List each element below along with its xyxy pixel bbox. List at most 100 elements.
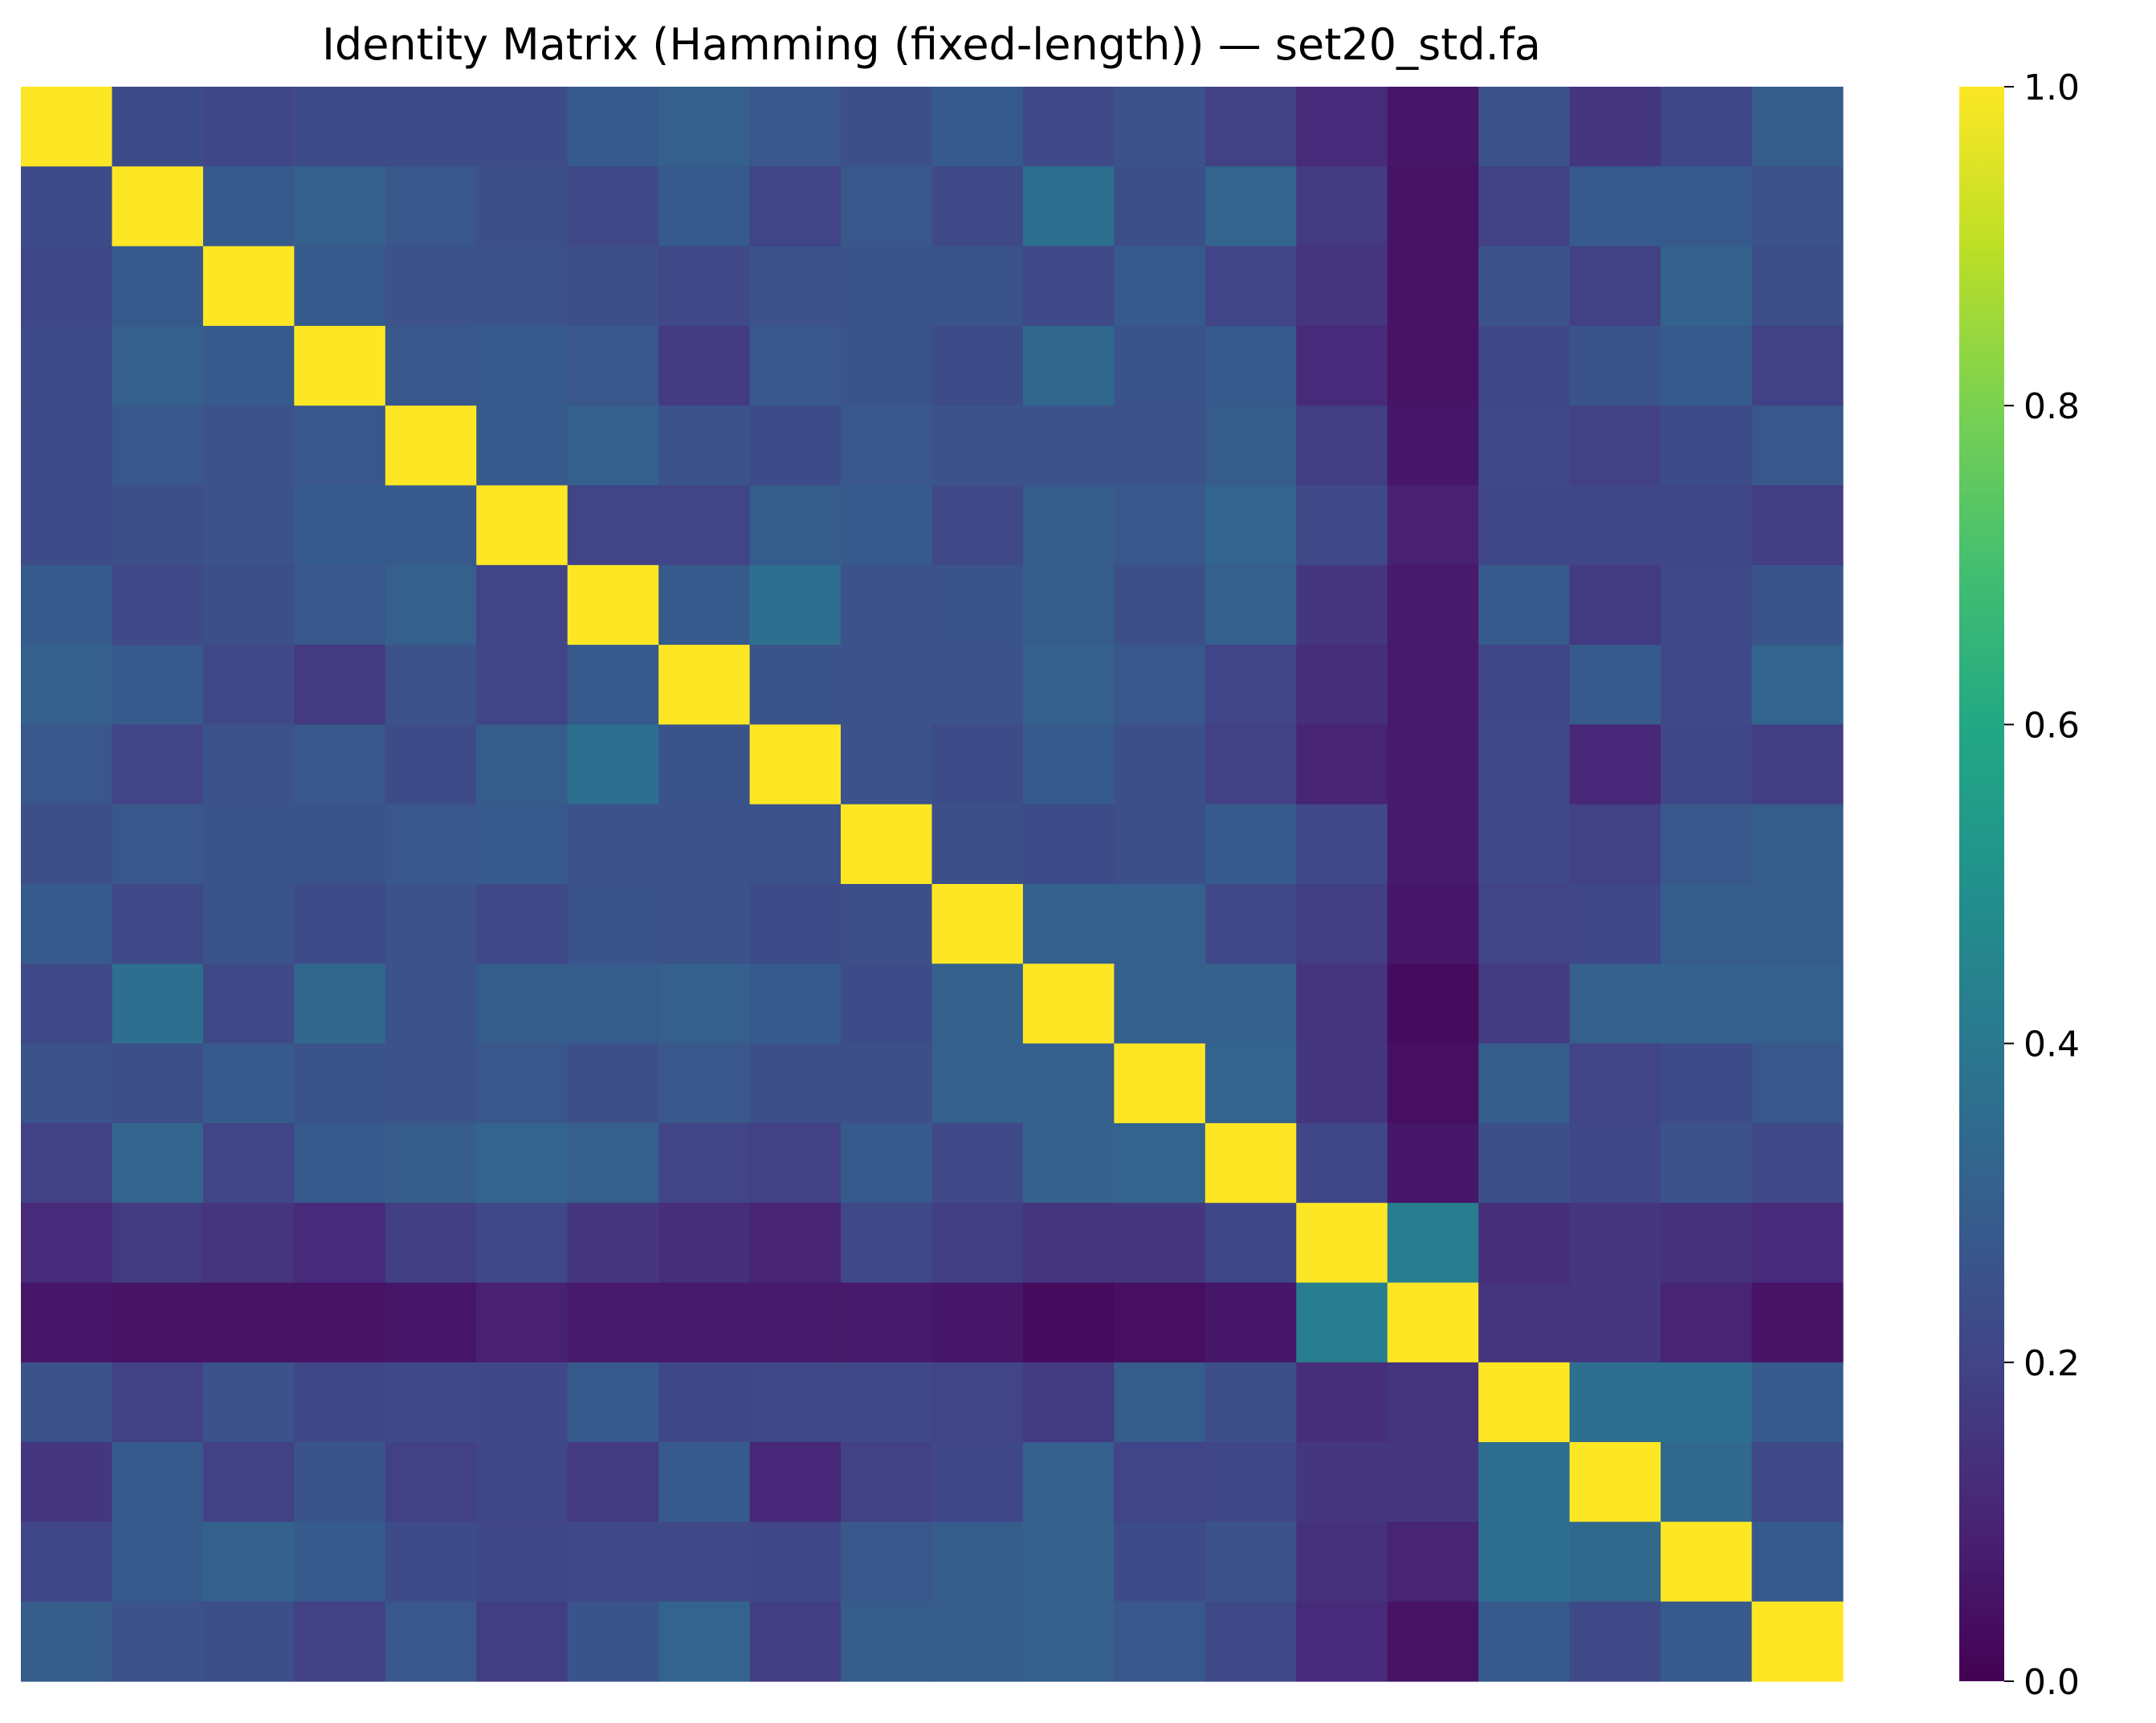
heatmap-cell-3-12 xyxy=(1114,325,1206,406)
heatmap-cell-2-15 xyxy=(1387,246,1479,327)
heatmap-cell-9-2 xyxy=(202,804,295,885)
heatmap-cell-12-4 xyxy=(385,1043,477,1124)
heatmap-cell-5-16 xyxy=(1478,485,1571,566)
heatmap-cell-9-14 xyxy=(1296,804,1388,885)
heatmap-cell-17-19 xyxy=(1751,1442,1844,1522)
heatmap-cell-11-17 xyxy=(1569,963,1661,1045)
heatmap-cell-13-2 xyxy=(202,1122,295,1204)
heatmap-cell-10-6 xyxy=(567,884,659,964)
heatmap-cell-13-0 xyxy=(21,1122,113,1204)
heatmap-cell-3-3 xyxy=(294,325,386,406)
heatmap-cell-2-14 xyxy=(1296,246,1388,327)
heatmap-cell-5-10 xyxy=(931,485,1024,566)
heatmap-cell-2-7 xyxy=(658,246,751,327)
heatmap-cell-12-15 xyxy=(1387,1043,1479,1124)
heatmap-cell-8-17 xyxy=(1569,724,1661,805)
heatmap-cell-9-5 xyxy=(476,804,569,885)
heatmap-cell-15-18 xyxy=(1661,1282,1753,1363)
heatmap-cell-1-2 xyxy=(202,166,295,247)
heatmap-cell-15-8 xyxy=(749,1282,842,1363)
heatmap-cell-5-6 xyxy=(567,485,659,566)
heatmap-cell-18-8 xyxy=(749,1521,842,1603)
heatmap-cell-0-17 xyxy=(1569,87,1661,167)
heatmap-cell-7-17 xyxy=(1569,645,1661,725)
heatmap-cell-3-7 xyxy=(658,325,751,406)
heatmap-cell-7-11 xyxy=(1022,645,1115,725)
heatmap-cell-2-5 xyxy=(476,246,569,327)
heatmap-cell-8-6 xyxy=(567,724,659,805)
heatmap-cell-19-19 xyxy=(1751,1601,1844,1682)
heatmap-cell-8-11 xyxy=(1022,724,1115,805)
heatmap-cell-8-14 xyxy=(1296,724,1388,805)
heatmap-cell-15-3 xyxy=(294,1282,386,1363)
heatmap-cell-7-1 xyxy=(112,645,204,725)
heatmap-cell-18-2 xyxy=(202,1521,295,1603)
heatmap-cell-2-13 xyxy=(1204,246,1297,327)
heatmap-cell-15-1 xyxy=(112,1282,204,1363)
heatmap-cell-2-0 xyxy=(21,246,113,327)
heatmap-cell-10-5 xyxy=(476,884,569,964)
heatmap-cell-1-0 xyxy=(21,166,113,247)
heatmap-cell-17-16 xyxy=(1478,1442,1571,1522)
heatmap-cell-12-16 xyxy=(1478,1043,1571,1124)
heatmap-cell-11-18 xyxy=(1661,963,1753,1045)
heatmap-cell-17-8 xyxy=(749,1442,842,1522)
heatmap-cell-18-18 xyxy=(1661,1521,1753,1603)
heatmap-cell-7-19 xyxy=(1751,645,1844,725)
heatmap-cell-3-2 xyxy=(202,325,295,406)
heatmap-cell-6-6 xyxy=(567,564,659,646)
colorbar-tick-label: 0.2 xyxy=(2024,1343,2080,1384)
heatmap-cell-9-12 xyxy=(1114,804,1206,885)
heatmap-cell-10-10 xyxy=(931,884,1024,964)
heatmap-cell-4-14 xyxy=(1296,405,1388,487)
heatmap-cell-8-0 xyxy=(21,724,113,805)
heatmap-cell-14-14 xyxy=(1296,1203,1388,1284)
heatmap-cell-16-5 xyxy=(476,1362,569,1443)
heatmap-cell-4-3 xyxy=(294,405,386,487)
heatmap-cell-5-18 xyxy=(1661,485,1753,566)
heatmap-cell-15-7 xyxy=(658,1282,751,1363)
heatmap-cell-13-6 xyxy=(567,1122,659,1204)
colorbar-tick-label: 0.4 xyxy=(2024,1024,2080,1065)
heatmap-cell-18-1 xyxy=(112,1521,204,1603)
heatmap-cell-12-17 xyxy=(1569,1043,1661,1124)
heatmap-cell-3-10 xyxy=(931,325,1024,406)
heatmap-cell-0-13 xyxy=(1204,87,1297,167)
heatmap-cell-15-9 xyxy=(841,1282,933,1363)
heatmap-cell-0-16 xyxy=(1478,87,1571,167)
heatmap-cell-14-2 xyxy=(202,1203,295,1284)
heatmap-cell-19-15 xyxy=(1387,1601,1479,1682)
heatmap-cell-6-11 xyxy=(1022,564,1115,646)
colorbar-ticks: 0.0 0.2 0.4 0.6 0.8 1.0 xyxy=(2004,67,2080,1703)
heatmap-cell-16-1 xyxy=(112,1362,204,1443)
heatmap-cell-12-3 xyxy=(294,1043,386,1124)
heatmap-cell-3-15 xyxy=(1387,325,1479,406)
heatmap-cell-18-15 xyxy=(1387,1521,1479,1603)
heatmap-cell-10-17 xyxy=(1569,884,1661,964)
heatmap-cell-8-4 xyxy=(385,724,477,805)
heatmap-cell-9-10 xyxy=(931,804,1024,885)
heatmap-cell-5-17 xyxy=(1569,485,1661,566)
heatmap-cell-11-19 xyxy=(1751,963,1844,1045)
heatmap-cell-5-2 xyxy=(202,485,295,566)
heatmap-cell-19-18 xyxy=(1661,1601,1753,1682)
heatmap-cell-16-11 xyxy=(1022,1362,1115,1443)
heatmap-cell-6-1 xyxy=(112,564,204,646)
heatmap-cell-14-11 xyxy=(1022,1203,1115,1284)
heatmap-cell-1-11 xyxy=(1022,166,1115,247)
heatmap-cell-19-14 xyxy=(1296,1601,1388,1682)
heatmap-cell-17-15 xyxy=(1387,1442,1479,1522)
heatmap-cell-11-8 xyxy=(749,963,842,1045)
heatmap-cell-15-5 xyxy=(476,1282,569,1363)
heatmap-cell-14-7 xyxy=(658,1203,751,1284)
heatmap-cell-11-10 xyxy=(931,963,1024,1045)
heatmap-cell-17-5 xyxy=(476,1442,569,1522)
heatmap-cell-8-2 xyxy=(202,724,295,805)
heatmap-cell-18-16 xyxy=(1478,1521,1571,1603)
heatmap-cell-14-18 xyxy=(1661,1203,1753,1284)
heatmap-cell-13-3 xyxy=(294,1122,386,1204)
heatmap-cell-7-10 xyxy=(931,645,1024,725)
heatmap-cell-15-17 xyxy=(1569,1282,1661,1363)
heatmap-cell-8-13 xyxy=(1204,724,1297,805)
